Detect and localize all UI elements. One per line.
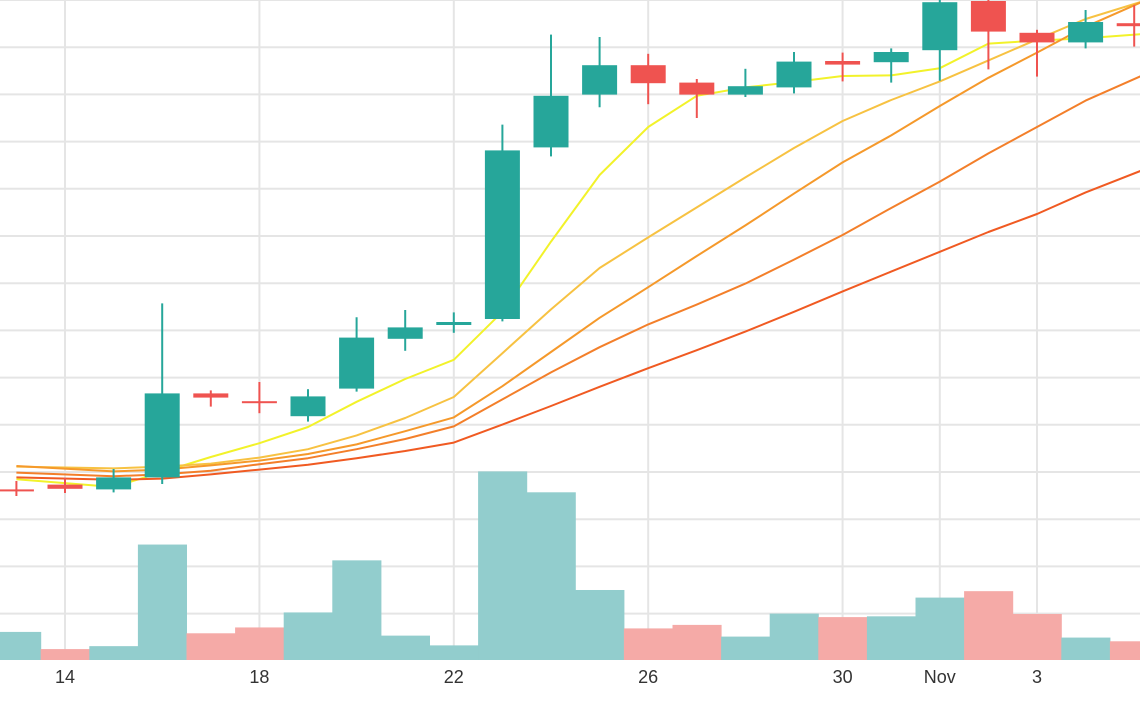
candle-body bbox=[776, 61, 812, 88]
moving-average-line bbox=[16, 1, 1140, 470]
volume-bar bbox=[575, 589, 625, 660]
candle-body bbox=[582, 65, 618, 95]
volume-bar bbox=[283, 612, 333, 660]
moving-average-line bbox=[16, 75, 1140, 478]
volume-bar bbox=[137, 544, 187, 660]
candle-body bbox=[1116, 23, 1140, 27]
volume-bar bbox=[866, 616, 916, 660]
candle-body bbox=[387, 327, 423, 339]
candle-body bbox=[484, 150, 520, 319]
x-axis: 14 18 22 26 30 Nov 3 bbox=[55, 667, 1042, 687]
candle-body bbox=[727, 86, 763, 95]
x-tick-label: 3 bbox=[1032, 667, 1042, 687]
candle-body bbox=[436, 322, 472, 325]
candle-body bbox=[290, 396, 326, 417]
volume-bar bbox=[429, 645, 479, 660]
candle-body bbox=[47, 484, 83, 489]
candle-body bbox=[96, 477, 132, 490]
candle-body bbox=[922, 2, 958, 51]
moving-average-line bbox=[16, 170, 1140, 481]
candle-body bbox=[630, 65, 666, 84]
volume-bar bbox=[1012, 613, 1062, 660]
candle-body bbox=[339, 337, 375, 389]
candle-body bbox=[825, 61, 861, 65]
volume-bar bbox=[332, 560, 382, 660]
volume-bars bbox=[0, 471, 1140, 660]
volume-bar bbox=[818, 617, 868, 660]
volume-bar bbox=[964, 591, 1014, 660]
x-tick-label: 26 bbox=[638, 667, 658, 687]
moving-average-line bbox=[16, 33, 1140, 488]
volume-bar bbox=[89, 646, 139, 660]
volume-bar bbox=[186, 633, 236, 660]
candles bbox=[0, 0, 1140, 496]
x-tick-label: 22 bbox=[444, 667, 464, 687]
candle-body bbox=[193, 393, 229, 398]
volume-bar bbox=[1061, 637, 1111, 660]
candle-body bbox=[144, 393, 180, 478]
x-tick-label: 30 bbox=[833, 667, 853, 687]
volume-bar bbox=[769, 613, 819, 660]
x-tick-label: Nov bbox=[924, 667, 956, 687]
moving-average-line bbox=[16, 1, 1140, 473]
volume-bar bbox=[623, 628, 673, 660]
candle-body bbox=[873, 52, 909, 63]
candle-body bbox=[1019, 32, 1055, 43]
candle-body bbox=[0, 489, 34, 492]
x-tick-label: 14 bbox=[55, 667, 75, 687]
volume-bar bbox=[235, 627, 285, 660]
candle-body bbox=[241, 401, 277, 404]
volume-bar bbox=[526, 492, 576, 660]
volume-bar bbox=[1109, 641, 1140, 660]
volume-bar bbox=[672, 624, 722, 660]
volume-bar bbox=[380, 635, 430, 660]
volume-bar bbox=[915, 597, 965, 660]
candle-body bbox=[1068, 22, 1104, 43]
x-tick-label: 18 bbox=[249, 667, 269, 687]
volume-bar bbox=[0, 631, 42, 660]
moving-average-lines bbox=[16, 1, 1140, 488]
volume-bar bbox=[478, 471, 528, 660]
volume-bar bbox=[40, 649, 90, 660]
candle-body bbox=[970, 1, 1006, 32]
candle-body bbox=[679, 82, 715, 95]
candle-body bbox=[533, 95, 569, 148]
volume-bar bbox=[721, 636, 771, 660]
